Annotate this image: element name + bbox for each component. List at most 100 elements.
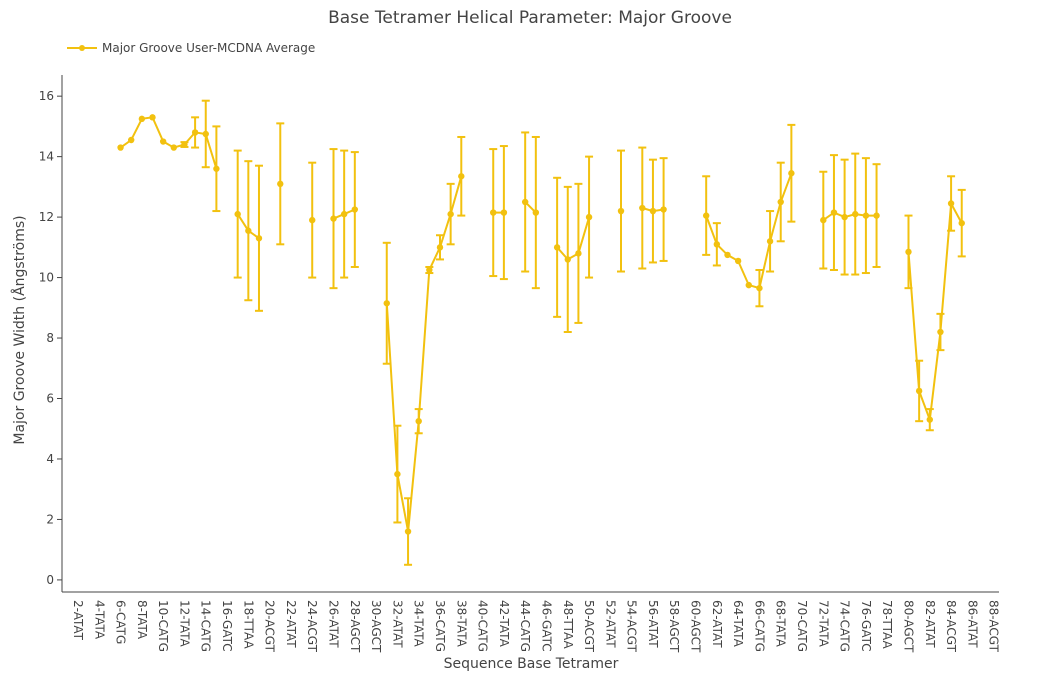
x-tick-label: 26-ATAT [327, 600, 341, 648]
data-point[interactable] [436, 244, 444, 251]
series-line [907, 200, 963, 421]
x-tick-label: 76-GATC [859, 600, 873, 652]
x-tick-label: 42-TATA [497, 600, 511, 648]
data-point[interactable] [820, 216, 827, 224]
data-point[interactable] [841, 213, 848, 221]
data-point[interactable] [873, 212, 880, 219]
x-tick-label: 72-TATA [816, 600, 830, 648]
data-point[interactable] [862, 212, 870, 219]
data-point[interactable] [277, 180, 284, 188]
data-point[interactable] [404, 528, 412, 535]
data-point[interactable] [245, 227, 252, 234]
data-point[interactable] [521, 198, 529, 206]
data-point[interactable] [958, 219, 965, 227]
x-tick-label: 8-TATA [135, 600, 149, 640]
x-ticks: 2-ATAT 4-TATA 6-CATG 8-TATA 10-CATG 12-TATA 14… [71, 600, 1001, 653]
data-point[interactable] [149, 114, 156, 121]
x-tick-label: 36-CATG [433, 600, 447, 652]
data-point[interactable] [309, 216, 316, 224]
x-tick-label: 70-CATG [795, 600, 809, 652]
data-point[interactable] [447, 210, 454, 218]
legend[interactable]: Major Groove User-MCDNA Average [67, 41, 315, 55]
data-point[interactable] [213, 165, 220, 172]
data-point[interactable] [947, 200, 955, 207]
data-point[interactable] [788, 170, 795, 177]
data-point[interactable] [170, 144, 178, 151]
data-point[interactable] [255, 235, 263, 242]
data-point[interactable] [734, 257, 742, 265]
data-point[interactable] [660, 206, 667, 213]
x-tick-label: 4-TATA [92, 600, 106, 640]
data-point[interactable] [639, 204, 646, 212]
data-point[interactable] [585, 213, 593, 221]
data-point[interactable] [415, 417, 422, 425]
x-tick-label: 54-ACGT [625, 600, 639, 653]
data-point[interactable] [500, 209, 508, 216]
x-tick-label: 78-TTAA [880, 600, 894, 650]
x-tick-label: 58-AGCT [667, 600, 681, 653]
data-point[interactable] [713, 241, 721, 248]
data-point[interactable] [830, 209, 838, 216]
data-point[interactable] [426, 266, 433, 274]
data-point[interactable] [394, 470, 401, 478]
x-tick-label: 22-ATAT [284, 600, 298, 648]
x-tick-label: 16-GATC [220, 600, 234, 652]
data-point[interactable] [340, 210, 348, 218]
x-tick-label: 86-ATAT [965, 600, 979, 648]
data-point[interactable] [745, 281, 752, 289]
y-tick-label: 6 [46, 392, 54, 406]
data-point[interactable] [138, 115, 146, 123]
y-tick-label: 12 [39, 210, 54, 224]
data-point[interactable] [756, 284, 763, 292]
data-point[interactable] [937, 328, 944, 336]
data-point[interactable] [553, 244, 561, 251]
x-tick-label: 34-TATA [412, 600, 426, 648]
series-line [120, 116, 218, 169]
data-point[interactable] [202, 130, 209, 138]
data-point[interactable] [532, 209, 540, 216]
data-point[interactable] [564, 256, 571, 263]
data-point[interactable] [905, 248, 912, 256]
x-tick-label: 40-CATG [476, 600, 490, 652]
data-point[interactable] [117, 144, 124, 151]
data-point[interactable] [383, 300, 390, 307]
data-point[interactable] [330, 215, 337, 222]
x-tick-label: 52-ATAT [603, 600, 617, 648]
data-point[interactable] [575, 250, 582, 257]
x-tick-label: 82-ATAT [923, 600, 937, 648]
data-point[interactable] [159, 138, 167, 145]
x-tick-label: 74-CATG [838, 600, 852, 652]
y-tick-label: 0 [46, 573, 54, 587]
x-tick-label: 12-TATA [177, 600, 191, 648]
series-line [705, 172, 793, 290]
data-point[interactable] [617, 207, 625, 215]
data-point[interactable] [351, 206, 359, 213]
data-point[interactable] [649, 207, 657, 215]
data-point[interactable] [926, 416, 933, 423]
data-point[interactable] [724, 251, 731, 259]
data-point[interactable] [458, 173, 465, 180]
x-tick-label: 62-ATAT [710, 600, 724, 648]
data-point[interactable] [128, 136, 135, 144]
data-point[interactable] [234, 210, 241, 218]
data-point[interactable] [766, 238, 774, 245]
data-point[interactable] [181, 141, 188, 148]
x-tick-label: 46-GATC [539, 600, 553, 652]
data-point[interactable] [915, 387, 923, 395]
data-point[interactable] [702, 212, 710, 219]
x-tick-label: 20-ACGT [263, 600, 277, 653]
y-tick-label: 10 [39, 271, 54, 285]
x-tick-label: 48-TTAA [561, 600, 575, 650]
data-point[interactable] [777, 198, 784, 206]
data-point[interactable] [191, 129, 199, 136]
data-point[interactable] [490, 209, 497, 216]
y-ticks: 0 2 4 6 8 10 12 14 16 [39, 89, 62, 587]
data-point[interactable] [852, 210, 859, 218]
y-tick-label: 14 [39, 150, 54, 164]
x-tick-label: 66-CATG [752, 600, 766, 652]
x-tick-label: 6-CATG [114, 600, 128, 644]
x-tick-label: 68-TATA [774, 600, 788, 648]
y-axis-title: Major Groove Width (Ångströms) [11, 215, 28, 444]
plot-area [117, 99, 966, 566]
